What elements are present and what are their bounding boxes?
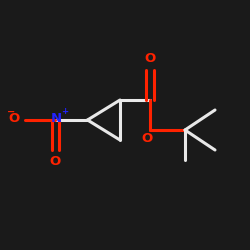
Text: O: O	[50, 155, 60, 168]
Text: +: +	[61, 107, 68, 116]
Text: N: N	[51, 112, 62, 125]
Text: O: O	[9, 112, 20, 125]
Text: O: O	[142, 132, 153, 145]
Text: −: −	[7, 107, 16, 117]
Text: O: O	[144, 52, 156, 65]
